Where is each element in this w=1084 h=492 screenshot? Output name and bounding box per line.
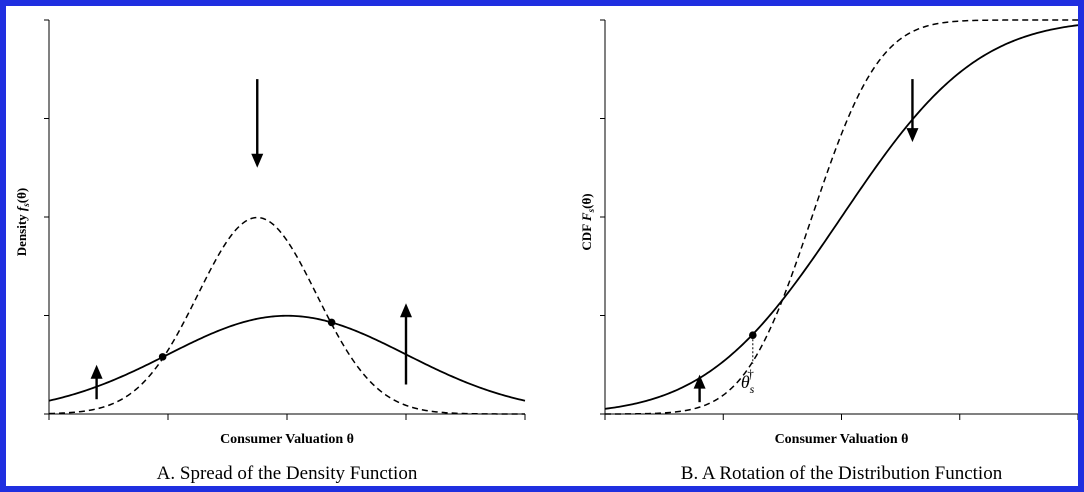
arrow-down bbox=[251, 153, 264, 168]
panel-b: θs† Consumer Valuation θ CDF Fs(θ) B. A Rot… bbox=[579, 19, 1078, 484]
arrow-down bbox=[906, 128, 919, 143]
arrow-up bbox=[90, 364, 103, 379]
y-axis-label: Density fs(θ) bbox=[14, 188, 31, 256]
y-axis-label: CDF Fs(θ) bbox=[579, 193, 596, 250]
panel-caption: A. Spread of the Density Function bbox=[157, 463, 418, 484]
intersection-marker bbox=[749, 331, 757, 340]
solid-curve bbox=[604, 24, 1078, 410]
dashed-curve bbox=[605, 19, 1078, 415]
figure-svg: Consumer Valuation θ Density fs(θ) A. Spre… bbox=[14, 19, 1078, 484]
intersection-marker bbox=[158, 353, 167, 361]
x-axis-label: Consumer Valuation θ bbox=[220, 432, 354, 447]
panel-caption: B. A Rotation of the Distribution Functi… bbox=[681, 463, 1003, 484]
panel-a: Consumer Valuation θ Density fs(θ) A. Spre… bbox=[14, 19, 526, 484]
x-axis-label: Consumer Valuation θ bbox=[775, 432, 909, 447]
threshold-label: θs† bbox=[741, 366, 755, 396]
solid-curve bbox=[48, 314, 526, 402]
arrow-up bbox=[400, 303, 412, 318]
dashed-curve bbox=[48, 216, 525, 415]
intersection-marker bbox=[327, 318, 336, 327]
arrow-up bbox=[693, 374, 706, 389]
